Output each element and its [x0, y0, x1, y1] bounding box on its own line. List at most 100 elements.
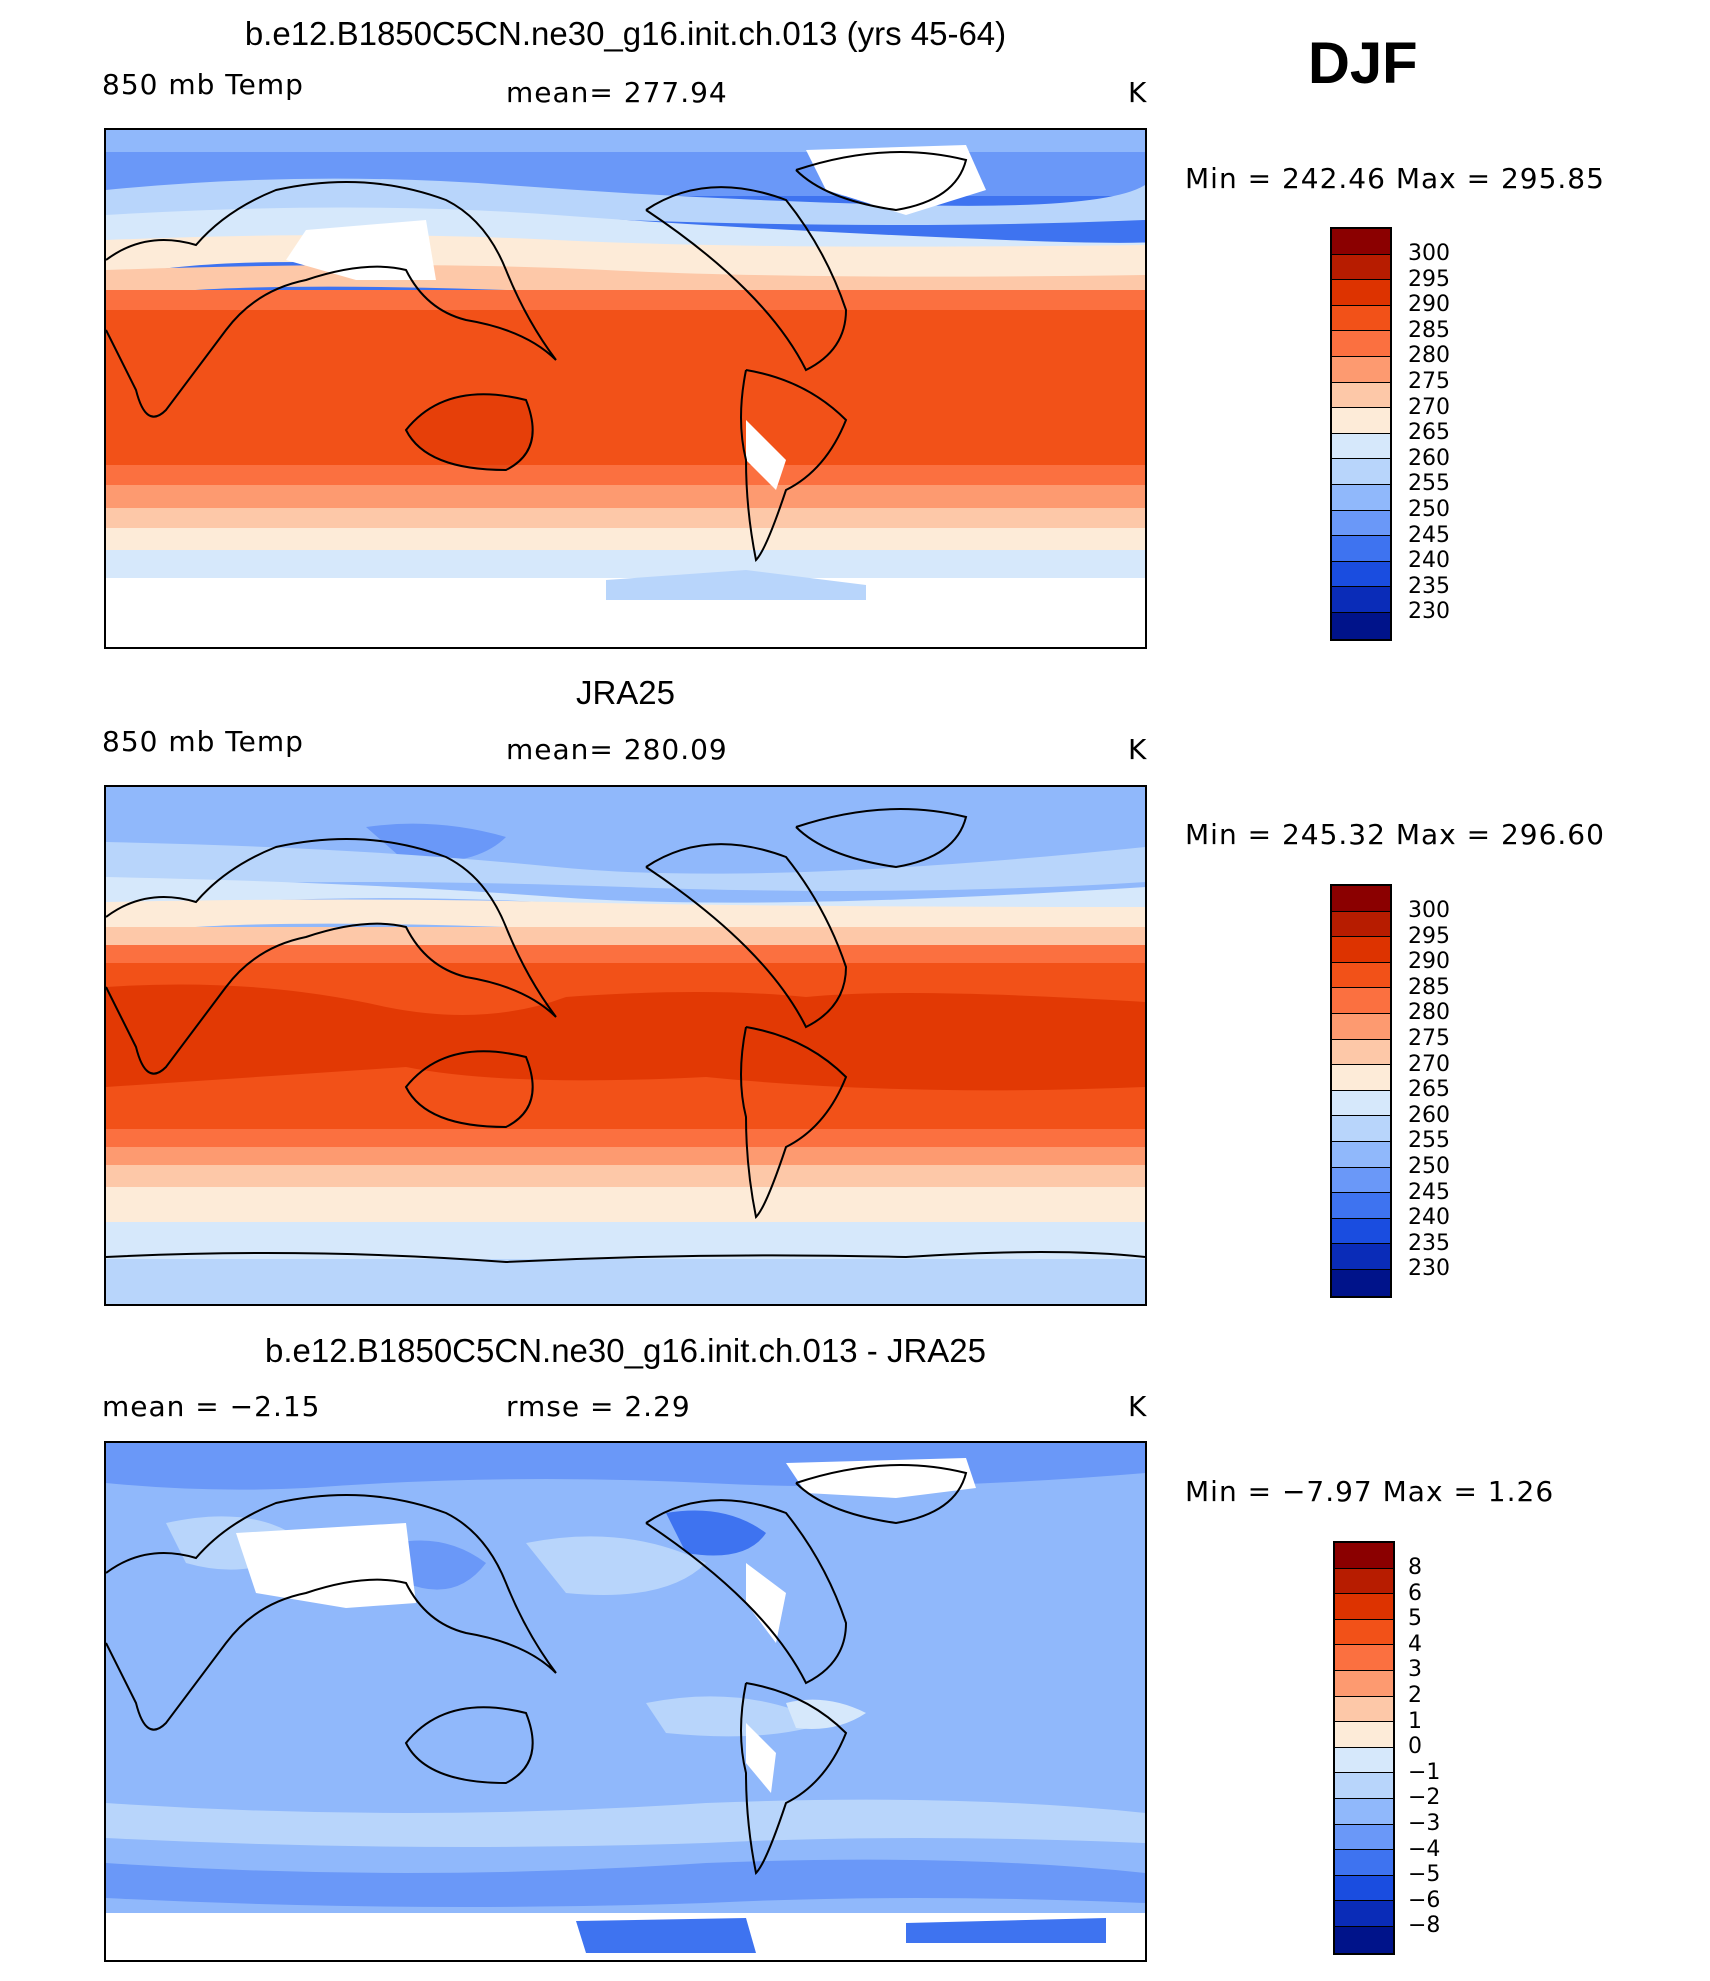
panel-2-title: JRA25 [575, 674, 676, 711]
band [106, 1259, 1145, 1304]
andes-mask [746, 1723, 776, 1793]
band [106, 310, 1145, 470]
band [106, 945, 1145, 965]
band [106, 927, 1145, 947]
colorbar-swatch [1332, 612, 1390, 639]
colorbar-swatch [1335, 1543, 1393, 1569]
colorbar-label: 5 [1408, 1606, 1422, 1631]
panel-3-units-label: K [1128, 1390, 1148, 1423]
colorbar-label: 280 [1408, 1000, 1450, 1025]
colorbar-label: 235 [1408, 574, 1450, 599]
colorbar-label: 270 [1408, 1052, 1450, 1077]
panel-1-variable-label: 850 mb Temp [102, 68, 304, 101]
band [106, 1187, 1145, 1225]
colorbar-label: 260 [1408, 1103, 1450, 1128]
panel-1-minmax: Min = 242.46 Max = 295.85 [1185, 162, 1605, 195]
colorbar-swatch [1332, 433, 1390, 460]
band [606, 570, 866, 600]
colorbar-swatch [1332, 1218, 1390, 1245]
colorbar-label: 275 [1408, 369, 1450, 394]
season-label: DJF [1308, 31, 1418, 96]
band [646, 1696, 826, 1737]
cold-anomaly [576, 1918, 756, 1953]
colorbar-swatch [1332, 229, 1390, 255]
panel-1-map-svg [106, 130, 1145, 647]
colorbar-swatch [1332, 962, 1390, 989]
band [106, 842, 1145, 891]
colorbar-label: 250 [1408, 1154, 1450, 1179]
band [106, 485, 1145, 510]
colorbar-label: −2 [1408, 1785, 1441, 1810]
colorbar-swatch [1332, 305, 1390, 332]
panel-2-minmax: Min = 245.32 Max = 296.60 [1185, 818, 1605, 851]
coastlines [106, 1464, 968, 1876]
band [106, 1165, 1145, 1190]
colorbar-label: 290 [1408, 949, 1450, 974]
panel-3-mean-label: mean = −2.15 [102, 1390, 321, 1423]
colorbar-label: 4 [1408, 1632, 1422, 1657]
colorbar-label: 230 [1408, 599, 1450, 624]
colorbar-label: 230 [1408, 1256, 1450, 1281]
colorbar-swatch [1332, 356, 1390, 383]
cold-anomaly [906, 1918, 1106, 1943]
colorbar-label: 295 [1408, 267, 1450, 292]
colorbar-label: 235 [1408, 1231, 1450, 1256]
colorbar-swatch [1335, 1696, 1393, 1723]
colorbar-swatch [1335, 1645, 1393, 1671]
colorbar-swatch [1332, 280, 1390, 306]
colorbar-swatch [1332, 1141, 1390, 1168]
band [106, 528, 1145, 553]
colorbar-swatch [1335, 1926, 1393, 1953]
colorbar-swatch [1332, 254, 1390, 281]
colorbar-label: 265 [1408, 1077, 1450, 1102]
colorbar-swatch [1332, 536, 1390, 562]
colorbar-swatch [1332, 911, 1390, 938]
colorbar-swatch [1332, 988, 1390, 1014]
colorbar-swatch [1335, 1568, 1393, 1595]
colorbar-swatch [1332, 1039, 1390, 1066]
andes-mask [746, 420, 786, 490]
panel-3-rmse-label: rmse = 2.29 [506, 1390, 691, 1423]
colorbar-swatch [1332, 587, 1390, 613]
colorbar-label: 3 [1408, 1657, 1422, 1682]
colorbar-label: 240 [1408, 1205, 1450, 1230]
australia-warm [406, 394, 533, 470]
band [786, 1699, 866, 1729]
panel-2-map-svg [106, 787, 1145, 1304]
colorbar-swatch [1332, 1193, 1390, 1219]
panel-3-minmax: Min = −7.97 Max = 1.26 [1185, 1475, 1555, 1508]
colorbar-label: 300 [1408, 241, 1450, 266]
panel-3-map-svg [106, 1443, 1145, 1960]
colorbar-label: −8 [1408, 1913, 1441, 1938]
colorbar-label: 1 [1408, 1709, 1422, 1734]
greenland-mask [786, 1458, 976, 1498]
colorbar-label: −5 [1408, 1862, 1441, 1887]
colorbar-label: 270 [1408, 395, 1450, 420]
colorbar-swatch [1332, 484, 1390, 511]
colorbar-swatch [1332, 886, 1390, 912]
colorbar-label: 6 [1408, 1581, 1422, 1606]
colorbar-label: 285 [1408, 318, 1450, 343]
colorbar-swatch [1332, 1244, 1390, 1270]
band [106, 787, 1145, 815]
colorbar-swatch [1332, 459, 1390, 485]
colorbar-label: 280 [1408, 343, 1450, 368]
colorbar-label: 290 [1408, 292, 1450, 317]
colorbar-label: 265 [1408, 420, 1450, 445]
band [106, 1859, 1145, 1907]
colorbar-swatch [1332, 382, 1390, 409]
colorbar-label: 300 [1408, 898, 1450, 923]
colorbar-label: 295 [1408, 924, 1450, 949]
panel-2-mean-label: mean= 280.09 [506, 733, 728, 766]
tibet-mask [286, 220, 436, 280]
colorbar-label: −6 [1408, 1888, 1441, 1913]
colorbar-swatch [1332, 1090, 1390, 1117]
coastlines [106, 151, 968, 563]
colorbar-swatch [1332, 1116, 1390, 1142]
panel-2-map [104, 785, 1147, 1306]
colorbar-label: 240 [1408, 548, 1450, 573]
band [106, 550, 1145, 580]
band [106, 508, 1145, 530]
colorbar-swatch [1335, 1824, 1393, 1851]
colorbar-swatch [1335, 1901, 1393, 1927]
